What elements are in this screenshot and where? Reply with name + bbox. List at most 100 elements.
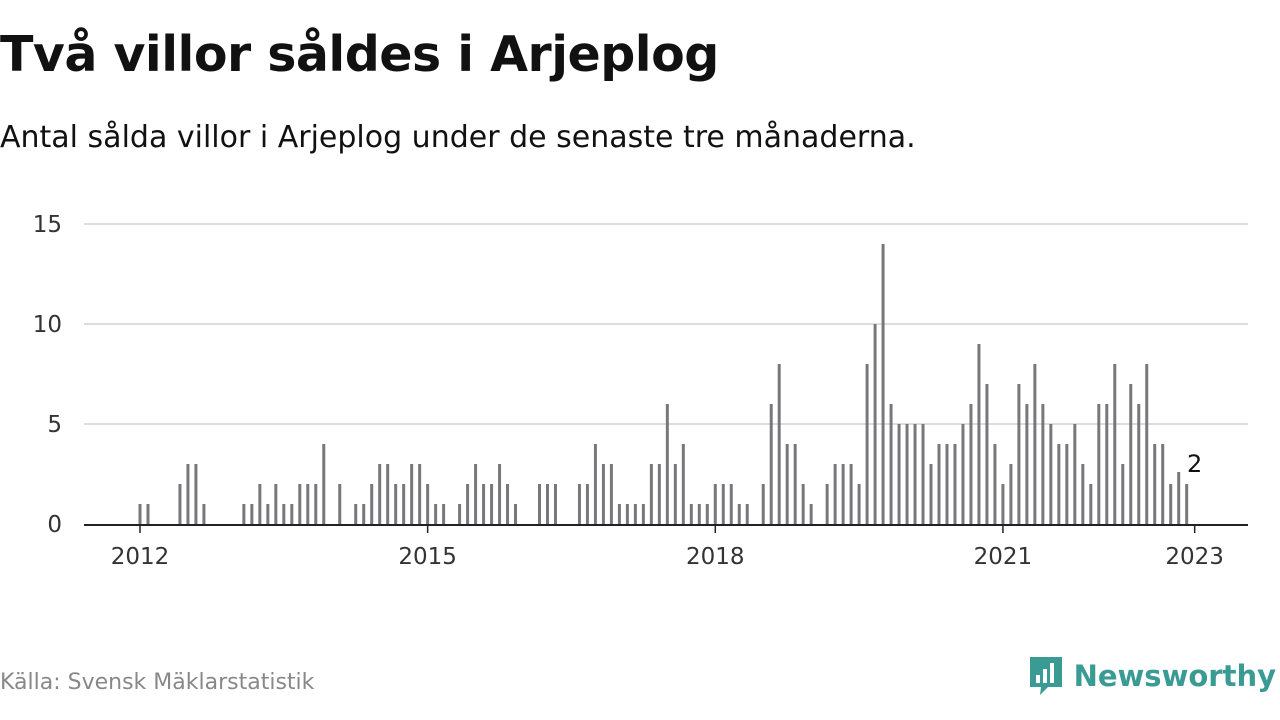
bar bbox=[194, 464, 198, 524]
bar bbox=[849, 464, 853, 524]
bar bbox=[705, 504, 709, 524]
bar bbox=[617, 504, 621, 524]
bar bbox=[1177, 472, 1181, 524]
bar bbox=[1049, 424, 1053, 524]
bar bbox=[362, 504, 366, 524]
bar bbox=[873, 324, 877, 524]
bar bbox=[514, 504, 518, 524]
bar bbox=[138, 504, 142, 524]
bar bbox=[809, 504, 813, 524]
y-tick-label: 0 bbox=[47, 512, 62, 538]
bar bbox=[993, 444, 997, 524]
bar bbox=[609, 464, 613, 524]
bar bbox=[250, 504, 254, 524]
bar bbox=[905, 424, 909, 524]
bar bbox=[434, 504, 438, 524]
x-tick-label: 2023 bbox=[1165, 544, 1224, 570]
bar bbox=[785, 444, 789, 524]
bar bbox=[585, 484, 589, 524]
bar bbox=[370, 484, 374, 524]
bar bbox=[1065, 444, 1069, 524]
bar bbox=[1145, 364, 1149, 524]
bar bbox=[394, 484, 398, 524]
bar bbox=[1041, 404, 1045, 524]
bar bbox=[402, 484, 406, 524]
bar bbox=[498, 464, 502, 524]
bar bbox=[745, 504, 749, 524]
bar bbox=[466, 484, 470, 524]
bar bbox=[553, 484, 557, 524]
bar bbox=[1097, 404, 1101, 524]
bar bbox=[985, 384, 989, 524]
bar bbox=[921, 424, 925, 524]
bar bbox=[657, 464, 661, 524]
bar bbox=[713, 484, 717, 524]
bar bbox=[729, 484, 733, 524]
bar bbox=[178, 484, 182, 524]
bar bbox=[274, 484, 278, 524]
bar bbox=[881, 244, 885, 524]
bar bbox=[1105, 404, 1109, 524]
bar bbox=[386, 464, 390, 524]
bar bbox=[1113, 364, 1117, 524]
y-tick-label: 10 bbox=[33, 312, 62, 338]
bar bbox=[410, 464, 414, 524]
bar bbox=[689, 504, 693, 524]
bar bbox=[458, 504, 462, 524]
brand[interactable]: Newsworthy bbox=[1028, 655, 1276, 697]
bar bbox=[601, 464, 605, 524]
bar bbox=[1017, 384, 1021, 524]
bar bbox=[953, 444, 957, 524]
bar bbox=[913, 424, 917, 524]
bar bbox=[681, 444, 685, 524]
bar bbox=[338, 484, 342, 524]
bar bbox=[202, 504, 206, 524]
bar bbox=[282, 504, 286, 524]
bar bbox=[314, 484, 318, 524]
bar bbox=[490, 484, 494, 524]
bar bbox=[146, 504, 150, 524]
bar bbox=[1025, 404, 1029, 524]
bar bbox=[721, 484, 725, 524]
bar bbox=[577, 484, 581, 524]
bar bbox=[290, 504, 294, 524]
bar bbox=[378, 464, 382, 524]
bar bbox=[769, 404, 773, 524]
chart-subtitle: Antal sålda villor i Arjeplog under de s… bbox=[0, 120, 916, 155]
bar bbox=[889, 404, 893, 524]
bar bbox=[793, 444, 797, 524]
bar bbox=[697, 504, 701, 524]
chart-title: Två villor såldes i Arjeplog bbox=[0, 26, 719, 83]
bar bbox=[857, 484, 861, 524]
bar bbox=[649, 464, 653, 524]
bar bbox=[1089, 484, 1093, 524]
gridlines bbox=[84, 223, 1248, 425]
bar bbox=[801, 484, 805, 524]
bar bbox=[298, 484, 302, 524]
bar bbox=[937, 444, 941, 524]
x-tick-label: 2012 bbox=[111, 544, 170, 570]
bar bbox=[641, 504, 645, 524]
bar bbox=[1009, 464, 1013, 524]
bars bbox=[138, 244, 1189, 524]
bar bbox=[482, 484, 486, 524]
highlight-value-label: 2 bbox=[1187, 450, 1202, 478]
bar bbox=[322, 444, 326, 524]
x-tick-label: 2018 bbox=[686, 544, 745, 570]
bar bbox=[426, 484, 430, 524]
bar bbox=[186, 464, 190, 524]
bar bbox=[673, 464, 677, 524]
bar bbox=[833, 464, 837, 524]
bar bbox=[1185, 484, 1189, 524]
bar bbox=[442, 504, 446, 524]
x-tick-label: 2021 bbox=[974, 544, 1033, 570]
bar bbox=[929, 464, 933, 524]
bar bbox=[625, 504, 629, 524]
bar bbox=[1137, 404, 1141, 524]
bar bbox=[354, 504, 358, 524]
bar bbox=[977, 344, 981, 524]
bar bbox=[633, 504, 637, 524]
bar bbox=[865, 364, 869, 524]
bar bbox=[242, 504, 246, 524]
bar bbox=[737, 504, 741, 524]
